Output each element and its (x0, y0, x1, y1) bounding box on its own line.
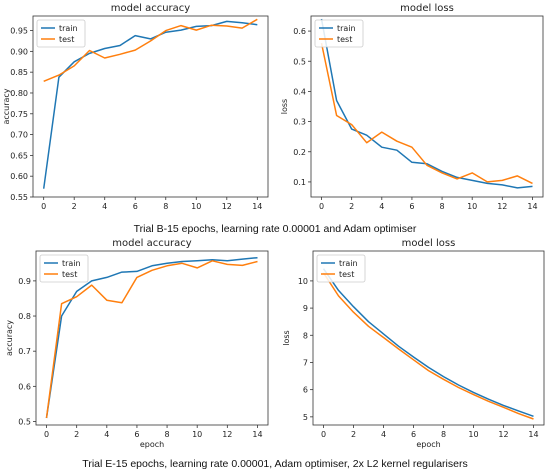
y-axis-label: loss (280, 99, 289, 114)
x-tick-label: 4 (381, 430, 386, 439)
series-line-train (322, 268, 534, 418)
y-tick-label: 0.70 (10, 131, 28, 140)
y-tick-label: 7 (303, 358, 308, 367)
x-tick-label: 4 (102, 202, 107, 211)
legend-label-train: train (62, 259, 81, 268)
x-axis-label: epoch (140, 440, 164, 449)
y-tick-label: 0.8 (18, 312, 31, 321)
legend-label-train: train (59, 24, 78, 33)
y-tick-label: 10 (298, 277, 308, 286)
y-tick-label: 0.5 (293, 57, 306, 66)
x-tick-label: 2 (349, 202, 354, 211)
y-tick-label: 0.55 (10, 193, 28, 202)
y-axis-label: accuracy (5, 320, 14, 356)
plot-frame (32, 15, 269, 198)
y-tick-label: 0.65 (10, 151, 28, 160)
x-tick-label: 4 (104, 430, 109, 439)
y-tick-label: 0.1 (293, 178, 306, 187)
y-tick-label: 0.2 (293, 148, 306, 157)
x-tick-label: 0 (321, 430, 326, 439)
legend-label-test: test (62, 270, 77, 279)
plot-frame (312, 250, 545, 426)
legend-box (316, 254, 366, 283)
series-line-train (45, 256, 258, 419)
x-tick-label: 10 (467, 202, 477, 211)
y-tick-label: 0.75 (10, 110, 28, 119)
series-line-test (320, 42, 533, 185)
x-tick-label: 6 (134, 430, 139, 439)
x-tick-label: 6 (133, 202, 138, 211)
x-tick-label: 8 (441, 430, 446, 439)
x-tick-label: 10 (192, 430, 202, 439)
series-line-test (43, 18, 258, 82)
chart-4: model loss 0 2 4 6 8 10 12 14 5 6 7 8 9 10 epoch loss tra… (282, 238, 545, 449)
y-tick-label: 0.95 (10, 27, 28, 36)
y-axis-label: loss (282, 330, 291, 345)
x-tick-label: 0 (44, 430, 49, 439)
x-tick-label: 12 (222, 202, 232, 211)
series-line-train (42, 20, 258, 189)
x-tick-label: 2 (72, 202, 77, 211)
chart-title: model loss (400, 3, 454, 14)
x-tick-label: 8 (165, 430, 170, 439)
y-tick-label: 0.4 (293, 87, 306, 96)
x-tick-label: 14 (252, 202, 262, 211)
caption-trial-e: Trial E-15 epochs, learning rate 0.00001… (82, 458, 468, 470)
x-tick-label: 8 (163, 202, 168, 211)
x-tick-label: 12 (498, 430, 508, 439)
x-tick-label: 6 (411, 430, 416, 439)
x-tick-label: 10 (468, 430, 478, 439)
chart-2: model loss 0 2 4 6 8 10 12 14 0.1 0.2 0.3 0.4 0.5 0.6 l… (280, 3, 544, 211)
series-line-test (45, 260, 258, 419)
chart-3: model accuracy 0 2 4 6 8 10 12 14 0.5 0.6 0.7 0.8 0.9… (5, 238, 269, 449)
y-tick-label: 0.85 (10, 68, 28, 77)
legend-box (314, 19, 364, 48)
chart-title: model accuracy (111, 3, 191, 14)
legend-box (39, 254, 89, 283)
y-tick-label: 0.6 (293, 27, 306, 36)
x-tick-label: 0 (41, 202, 46, 211)
y-tick-label: 0.60 (10, 172, 28, 181)
x-tick-label: 14 (527, 202, 537, 211)
x-tick-label: 2 (74, 430, 79, 439)
y-tick-label: 6 (303, 386, 308, 395)
y-tick-label: 8 (303, 331, 308, 340)
y-tick-label: 0.90 (10, 47, 28, 56)
legend-label-test: test (339, 270, 354, 279)
caption-trial-b: Trial B-15 epochs, learning rate 0.00001… (133, 223, 417, 235)
x-tick-label: 4 (379, 202, 384, 211)
chart-title: model loss (402, 238, 456, 249)
legend-label-test: test (337, 35, 352, 44)
x-tick-label: 6 (409, 202, 414, 211)
y-tick-label: 0.6 (18, 382, 31, 391)
y-tick-label: 0.3 (293, 118, 306, 127)
y-tick-label: 5 (303, 413, 308, 422)
y-tick-label: 0.5 (18, 417, 31, 426)
chart-title: model accuracy (112, 238, 192, 249)
x-tick-label: 8 (440, 202, 445, 211)
series-line-test (322, 272, 534, 420)
y-axis-label: accuracy (2, 88, 11, 124)
y-tick-label: 9 (303, 304, 308, 313)
x-tick-label: 12 (222, 430, 232, 439)
legend-label-train: train (337, 24, 356, 33)
x-axis-label: epoch (416, 440, 440, 449)
y-tick-label: 0.9 (18, 277, 31, 286)
x-tick-label: 14 (252, 430, 262, 439)
legend-box (36, 19, 86, 48)
x-tick-label: 10 (191, 202, 201, 211)
plot-frame (35, 250, 269, 426)
plot-frame (310, 15, 544, 198)
x-tick-label: 2 (351, 430, 356, 439)
x-tick-label: 14 (528, 430, 538, 439)
legend-label-test: test (59, 35, 74, 44)
chart-1: model accuracy 0 2 4 6 8 10 12 14 0.55 0.60 0.65 0.7… (2, 3, 269, 211)
y-tick-label: 0.80 (10, 89, 28, 98)
x-tick-label: 0 (319, 202, 324, 211)
x-tick-label: 12 (497, 202, 507, 211)
legend-label-train: train (339, 259, 358, 268)
y-tick-label: 0.7 (18, 347, 31, 356)
